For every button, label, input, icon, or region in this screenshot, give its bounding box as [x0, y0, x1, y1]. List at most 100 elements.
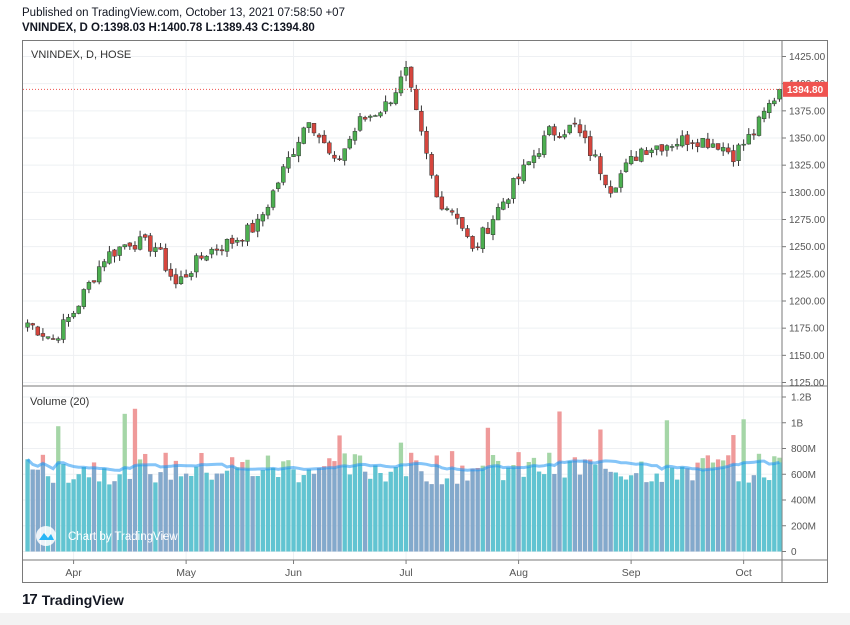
candle-body	[501, 201, 506, 210]
candle-body	[726, 147, 731, 153]
volume-ma-line	[26, 458, 780, 472]
volume-ma-fill	[86, 477, 92, 552]
candle-body	[322, 134, 327, 144]
volume-ma-fill	[235, 468, 240, 552]
candle-body	[736, 144, 741, 161]
volume-ma-fill	[649, 481, 654, 552]
candle-body	[577, 124, 583, 134]
volume-ma-fill	[362, 471, 368, 552]
volume-ma-fill	[475, 469, 480, 552]
volume-tick-label: 1.2B	[791, 393, 812, 404]
volume-tick-label: 1B	[791, 418, 804, 429]
time-tick-label: Jul	[399, 567, 412, 579]
volume-ma-fill	[403, 476, 409, 552]
candle-body	[495, 207, 501, 221]
candle-body	[183, 274, 189, 278]
volume-ma-fill	[710, 468, 716, 552]
candle-body	[76, 305, 81, 314]
volume-ma-fill	[639, 463, 644, 552]
price-tick-label: 1425.00	[789, 52, 826, 63]
candle-body	[81, 289, 87, 307]
candle-body	[695, 142, 700, 147]
candle-body	[127, 242, 133, 247]
price-tick-label: 1175.00	[789, 324, 825, 335]
candle-body	[35, 326, 40, 336]
ohlc-line: VNINDEX, D O:1398.03 H:1400.78 L:1389.43…	[22, 22, 315, 34]
tradingview-logo-icon: 17	[22, 591, 38, 608]
candle-body	[628, 156, 634, 165]
price-tick-label: 1300.00	[789, 188, 826, 199]
volume-ma-fill	[588, 462, 593, 552]
volume-ma-fill	[536, 471, 542, 552]
published-line: Published on TradingView.com, October 13…	[22, 7, 345, 19]
candle-body	[521, 164, 526, 182]
time-tick-label: Jun	[285, 567, 302, 579]
volume-ma-fill	[751, 475, 757, 552]
volume-ma-fill	[56, 462, 61, 552]
volume-ma-fill	[598, 461, 603, 552]
candle-body	[547, 126, 552, 135]
price-tick-label: 1250.00	[789, 242, 826, 253]
volume-ma-fill	[608, 471, 613, 552]
candle-body	[45, 336, 51, 339]
volume-ma-fill	[741, 462, 746, 552]
volume-ma-fill	[664, 466, 670, 552]
candle-body	[674, 144, 680, 147]
volume-ma-fill	[577, 474, 583, 552]
volume-ma-fill	[332, 467, 337, 552]
last-price-label: 1394.80	[787, 85, 824, 96]
candle-body	[291, 154, 296, 157]
candle-body	[465, 228, 470, 237]
candle-body	[603, 174, 608, 186]
volume-ma-fill	[424, 481, 429, 552]
candle-body	[224, 239, 230, 252]
candle-body	[25, 322, 30, 328]
candle-body	[649, 149, 654, 154]
volume-ma-fill	[137, 464, 143, 552]
volume-ma-fill	[526, 466, 531, 552]
volume-ma-fill	[117, 474, 122, 552]
volume-ma-fill	[593, 464, 598, 552]
volume-ma-fill	[557, 461, 562, 552]
candle-body	[148, 235, 153, 252]
candle-body	[260, 214, 266, 222]
candle-body	[644, 150, 649, 155]
footer-bar	[0, 613, 850, 625]
candle-body	[265, 206, 271, 216]
candle-body	[362, 117, 368, 120]
candle-body	[296, 141, 301, 157]
volume-ma-fill	[772, 463, 777, 552]
volume-ma-fill	[102, 468, 107, 552]
volume-ma-fill	[189, 475, 194, 552]
candle-body	[86, 282, 92, 290]
volume-ma-fill	[143, 464, 148, 552]
volume-pane-title: Volume (20)	[30, 396, 89, 408]
candle-body	[414, 88, 419, 111]
volume-ma-fill	[347, 474, 352, 552]
volume-ma-fill	[296, 482, 301, 552]
candle-body	[96, 266, 102, 283]
candle-body	[112, 249, 117, 257]
candle-body	[618, 173, 624, 188]
volume-ma-fill	[542, 474, 547, 552]
time-tick-label: Oct	[735, 567, 751, 579]
volume-ma-fill	[76, 474, 81, 552]
candle-body	[178, 276, 184, 284]
volume-ma-fill	[531, 465, 537, 552]
volume-ma-fill	[281, 468, 286, 552]
price-tick-label: 1375.00	[789, 106, 826, 117]
candle-body	[132, 245, 138, 250]
candle-body	[235, 240, 240, 243]
candle-body	[66, 317, 71, 322]
volume-ma-fill	[35, 469, 40, 552]
tradingview-brand[interactable]: 17 TradingView	[22, 591, 124, 608]
volume-ma-fill	[66, 482, 71, 552]
candle-body	[746, 134, 751, 145]
volume-ma-fill	[148, 474, 153, 552]
volume-ma-fill	[378, 472, 383, 552]
volume-ma-fill	[767, 480, 772, 552]
candle-body	[705, 138, 711, 148]
candle-body	[449, 210, 455, 213]
volume-ma-fill	[582, 460, 588, 552]
volume-ma-fill	[449, 467, 455, 552]
